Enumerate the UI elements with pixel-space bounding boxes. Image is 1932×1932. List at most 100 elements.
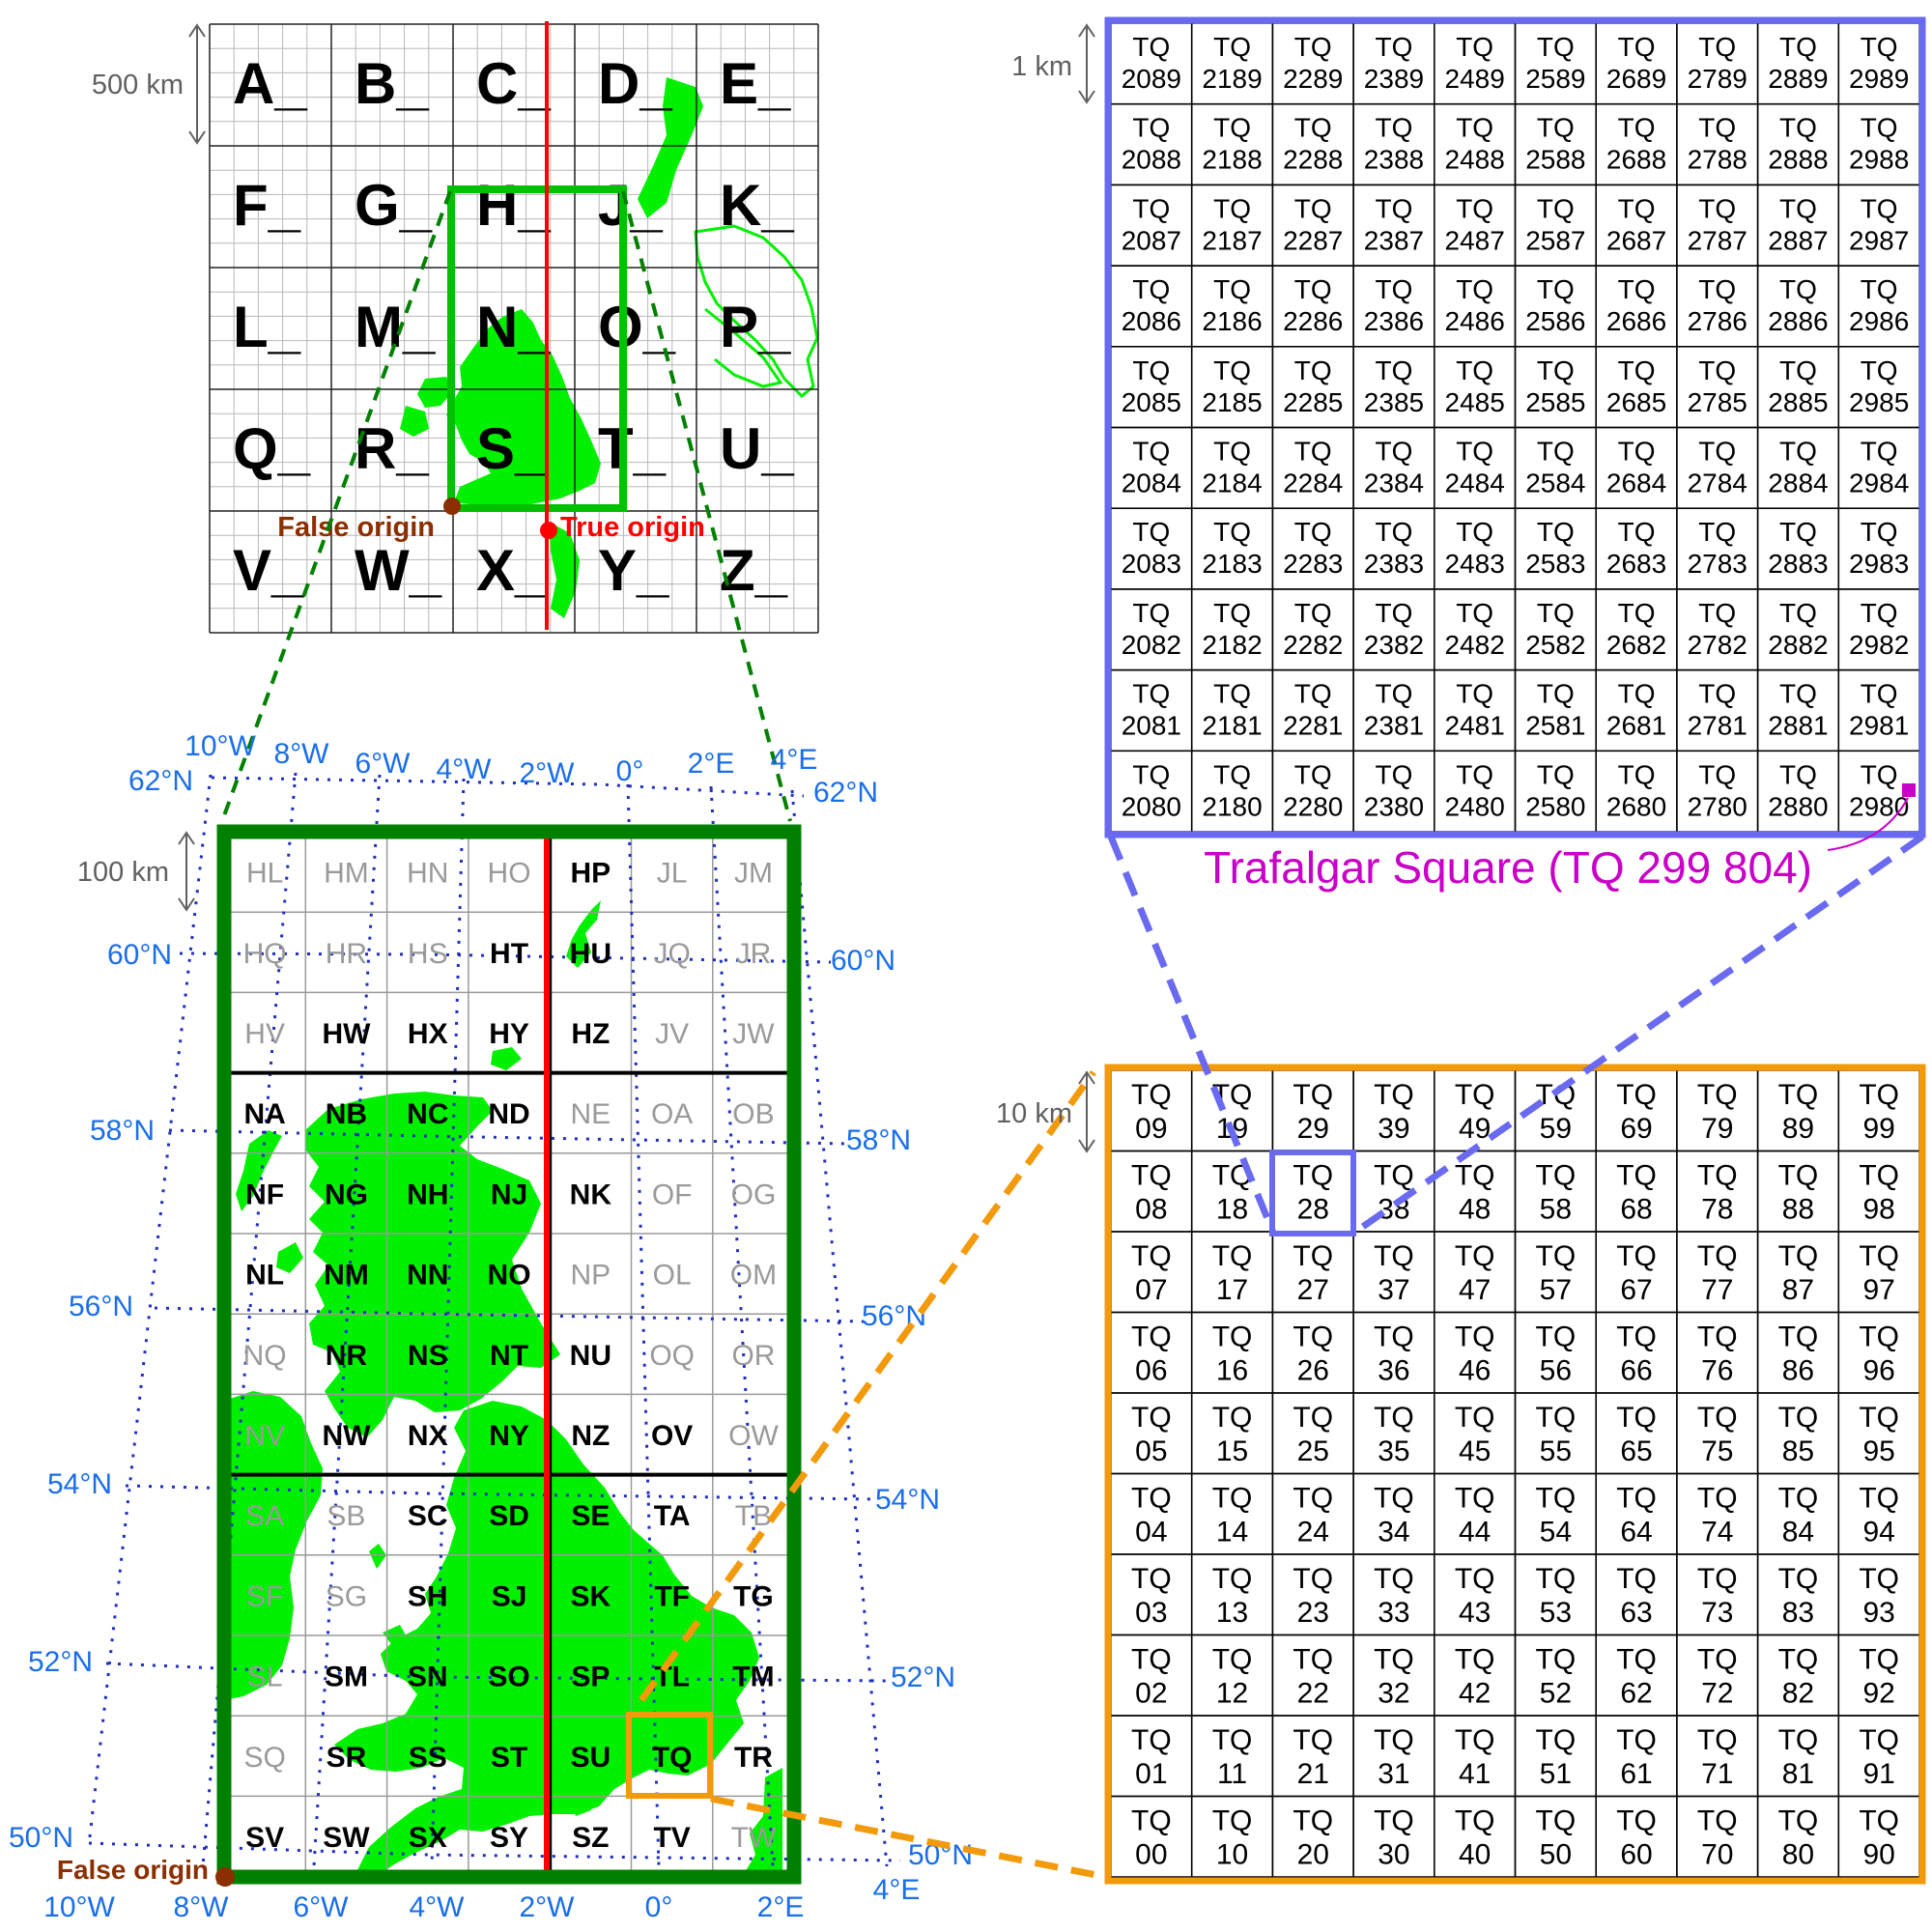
graticule-lat-50 [88, 1841, 901, 1862]
tq1-cell-digits: 2887 [1768, 225, 1828, 255]
tq10-cell-prefix: TQ [1778, 1402, 1819, 1434]
tq1-cell-prefix: TQ [1698, 113, 1736, 143]
tq1-cell-prefix: TQ [1618, 759, 1656, 789]
tq-10km-grid: TQ09TQ19TQ29TQ39TQ49TQ59TQ69TQ79TQ89TQ99… [996, 1064, 1926, 1885]
tq10-cell-prefix: TQ [1778, 1079, 1819, 1111]
square-tb: TB [735, 1500, 772, 1532]
tq1-cell-digits: 2889 [1768, 64, 1828, 94]
square-nl: NL [245, 1260, 284, 1292]
square-tl: TL [654, 1662, 690, 1693]
tq1-cell-digits: 2180 [1202, 791, 1262, 821]
tq10-cell-digits: 90 [1862, 1839, 1894, 1871]
tq1-cell-digits: 2584 [1525, 469, 1585, 498]
square-hy: HY [489, 1018, 529, 1050]
tq10-cell-prefix: TQ [1778, 1724, 1819, 1756]
overview-letter-0-3: D_ [598, 51, 672, 116]
tq1-cell-prefix: TQ [1618, 355, 1656, 385]
square-sn: SN [408, 1662, 448, 1693]
tq10-cell-digits: 28 [1297, 1194, 1329, 1226]
lat-left-label: 62°N [128, 765, 193, 797]
tq1-cell-prefix: TQ [1861, 193, 1898, 223]
tq1-cell-digits: 2183 [1202, 549, 1262, 579]
tq1-cell-prefix: TQ [1779, 32, 1817, 62]
lon-top-label: 2°W [520, 757, 576, 789]
tq1-cell-digits: 2884 [1768, 469, 1828, 498]
tq1-cell-prefix: TQ [1456, 32, 1493, 62]
tq1-cell-digits: 2283 [1283, 549, 1343, 579]
tq1-cell-digits: 2386 [1364, 306, 1424, 336]
tq10-cell-digits: 43 [1459, 1597, 1491, 1629]
tq1-cell-digits: 2682 [1606, 630, 1666, 660]
overview-false-origin-marker [443, 497, 461, 515]
overview-green-frame [447, 185, 627, 512]
tq1-cell-prefix: TQ [1132, 679, 1170, 709]
tq1-cell-prefix: TQ [1376, 437, 1413, 467]
square-sy: SY [490, 1822, 528, 1854]
tq10-cell-digits: 04 [1135, 1517, 1167, 1548]
tq1-cell-digits: 2781 [1688, 711, 1747, 741]
tq1-cell-prefix: TQ [1618, 193, 1656, 223]
overview-letter-4-1: W_ [355, 538, 442, 603]
tq10-cell-digits: 76 [1701, 1355, 1733, 1387]
main-major-lines [224, 832, 795, 1877]
tq10-cell-digits: 54 [1540, 1517, 1572, 1548]
tq1-cell-digits: 2385 [1364, 387, 1424, 417]
tq1-cell-prefix: TQ [1376, 274, 1413, 304]
tq1-cell-digits: 2082 [1122, 630, 1181, 660]
tq1-cell-digits: 2488 [1445, 145, 1505, 175]
square-ny: NY [489, 1420, 529, 1452]
lon-top-label: 0° [616, 755, 644, 787]
tq10-cell-prefix: TQ [1859, 1563, 1899, 1595]
tq1-cell-digits: 2185 [1202, 387, 1262, 417]
square-ol: OL [653, 1260, 692, 1292]
tq1-cell-digits: 2389 [1364, 64, 1424, 94]
tq10-cell-digits: 95 [1862, 1435, 1894, 1467]
square-jl: JL [657, 858, 688, 890]
tq1-cell-digits: 2680 [1606, 791, 1666, 821]
tq10-cell-digits: 71 [1701, 1758, 1733, 1790]
main-false-origin-label: False origin [57, 1855, 209, 1885]
tq1-cell-prefix: TQ [1861, 274, 1898, 304]
graticule-lon-4W [430, 778, 466, 1867]
tq1-cell-prefix: TQ [1132, 193, 1170, 223]
tq10-cell-digits: 66 [1620, 1355, 1652, 1387]
tq1-cell-prefix: TQ [1537, 679, 1575, 709]
lon-top-label: 4°W [437, 753, 493, 785]
square-sg: SG [326, 1580, 367, 1612]
tq1-cell-digits: 2981 [1849, 711, 1909, 741]
tq10-cell-prefix: TQ [1212, 1563, 1253, 1595]
tq10-cell-digits: 85 [1782, 1435, 1814, 1467]
tq1-cell-digits: 2081 [1122, 711, 1181, 741]
tq10-cell-digits: 81 [1782, 1758, 1814, 1790]
tq1-cell-prefix: TQ [1779, 517, 1817, 547]
tq10-cell-prefix: TQ [1293, 1240, 1333, 1272]
tq1-cell-prefix: TQ [1213, 759, 1251, 789]
tq1-cell-digits: 2980 [1849, 791, 1909, 821]
tq10-cell-digits: 02 [1135, 1678, 1167, 1710]
lon-bottom-label: 4°E [873, 1874, 921, 1906]
tq1-cell-prefix: TQ [1132, 32, 1170, 62]
tq10-cell-digits: 59 [1540, 1113, 1572, 1145]
tq1-cell-prefix: TQ [1618, 32, 1656, 62]
tq10-cell-prefix: TQ [1616, 1563, 1657, 1595]
tq-1km-scale-label: 1 km [1011, 51, 1072, 82]
tq10-cell-digits: 96 [1862, 1355, 1894, 1387]
tq10-cell-prefix: TQ [1455, 1160, 1495, 1192]
tq10-cell-digits: 77 [1701, 1274, 1733, 1306]
tq1-cell-prefix: TQ [1698, 517, 1736, 547]
tq1-cell-digits: 2184 [1202, 469, 1262, 498]
tq1-cell-prefix: TQ [1618, 437, 1656, 467]
tq10-cell-prefix: TQ [1131, 1321, 1172, 1353]
tq10-cell-prefix: TQ [1697, 1805, 1738, 1837]
lon-bottom-label: 6°W [294, 1891, 350, 1923]
tq1-cell-prefix: TQ [1213, 113, 1251, 143]
tq1-cell-prefix: TQ [1294, 437, 1332, 467]
tq10-cell-prefix: TQ [1455, 1402, 1495, 1434]
lon-top-label: 6°W [355, 748, 412, 780]
tq1-cell-digits: 2783 [1688, 549, 1747, 579]
square-ow: OW [728, 1420, 779, 1452]
tq10-cell-prefix: TQ [1859, 1402, 1899, 1434]
tq10-cell-prefix: TQ [1536, 1805, 1577, 1837]
tq-1km-frame [1104, 16, 1926, 838]
trafalgar-square-label: Trafalgar Square (TQ 299 804) [1204, 842, 1812, 893]
